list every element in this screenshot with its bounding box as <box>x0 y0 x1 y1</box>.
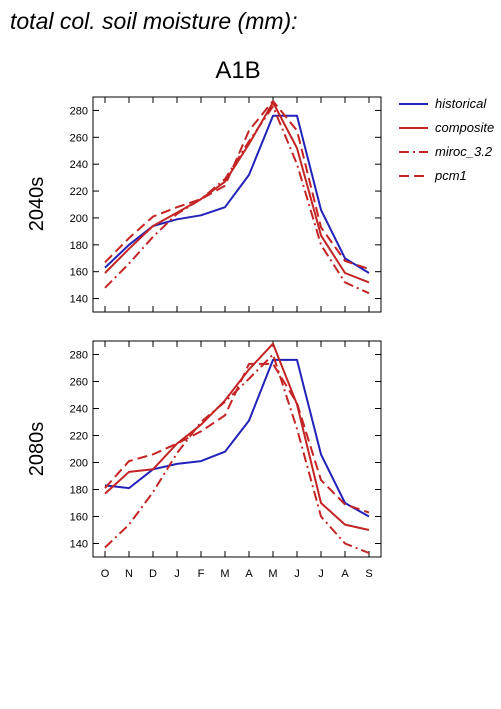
x-tick-label: N <box>125 568 133 580</box>
y-tick-label: 140 <box>70 294 88 306</box>
x-tick-label: A <box>245 568 253 580</box>
page-title: total col. soil moisture (mm): <box>10 8 298 34</box>
x-tick-label: O <box>101 568 110 580</box>
y-tick-label: 160 <box>70 267 88 279</box>
legend-entry-composite: composite <box>398 119 501 143</box>
legend-swatch-pcm1 <box>399 175 428 177</box>
plot-frame-2080s <box>92 340 382 558</box>
y-tick-label: 260 <box>70 132 88 144</box>
legend-entry-miroc: miroc_3.2 <box>398 143 501 167</box>
y-tick-label: 220 <box>70 431 88 443</box>
y-tick-label: 160 <box>70 512 88 524</box>
legend-swatch-composite <box>399 127 428 129</box>
y-tick-label: 220 <box>70 186 88 198</box>
series-line-composite-2040s <box>104 101 370 284</box>
y-tick-label: 180 <box>70 240 88 252</box>
x-tick-label: A <box>341 568 349 580</box>
x-tick-label: J <box>318 568 324 580</box>
legend-label-pcm1: pcm1 <box>435 168 467 183</box>
legend-label-historical: historical <box>435 96 487 111</box>
legend-label-miroc: miroc_3.2 <box>435 144 493 159</box>
y-tick-label: 200 <box>70 458 88 470</box>
legend-swatch-historical <box>399 103 428 105</box>
y-tick-label: 240 <box>70 404 88 416</box>
legend: historical composite miroc_3.2 pcm1 <box>398 95 501 191</box>
panel-label-2080s: 2080s <box>26 422 48 477</box>
legend-entry-pcm1: pcm1 <box>398 167 501 191</box>
x-tick-label: S <box>365 568 372 580</box>
series-line-pcm1-2040s <box>104 100 370 270</box>
x-tick-label: M <box>268 568 277 580</box>
y-tick-label: 180 <box>70 485 88 497</box>
legend-label-composite: composite <box>435 120 495 135</box>
y-tick-label: 280 <box>70 105 88 117</box>
x-tick-label: F <box>198 568 205 580</box>
plot-frame-2040s <box>92 96 382 313</box>
series-line-composite-2080s <box>104 342 370 531</box>
series-line-historical-2080s <box>104 358 370 518</box>
y-tick-label: 240 <box>70 159 88 171</box>
legend-entry-historical: historical <box>398 95 501 119</box>
series-line-miroc-2040s <box>104 105 370 295</box>
scenario-title: A1B <box>215 57 261 84</box>
x-tick-label: M <box>220 568 229 580</box>
panel-label-2040s: 2040s <box>26 177 48 232</box>
x-tick-label: J <box>294 568 300 580</box>
x-tick-label: J <box>174 568 180 580</box>
x-tick-label: D <box>149 568 157 580</box>
y-tick-label: 280 <box>70 350 88 362</box>
series-line-pcm1-2080s <box>104 362 370 514</box>
y-tick-label: 260 <box>70 377 88 389</box>
legend-swatch-miroc <box>399 151 428 153</box>
y-tick-label: 140 <box>70 539 88 551</box>
y-tick-label: 200 <box>70 213 88 225</box>
